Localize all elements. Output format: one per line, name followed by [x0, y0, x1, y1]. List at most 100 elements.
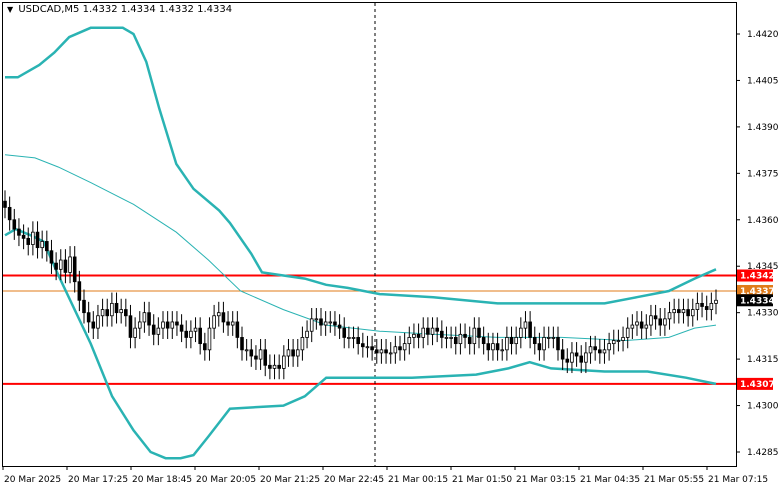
candle-body: [230, 321, 235, 326]
y-tick-label: 1.4330: [747, 309, 779, 319]
candle-body: [486, 343, 491, 351]
candle-body: [686, 309, 690, 317]
candle-body: [105, 309, 110, 317]
candle-body: [388, 352, 393, 355]
candle-body: [528, 321, 532, 338]
candle-body: [677, 309, 681, 314]
candle-body: [537, 343, 542, 351]
candle-body: [361, 343, 365, 348]
candle-body: [170, 321, 175, 329]
y-tick-label: 1.4285: [747, 448, 779, 458]
candle-body: [100, 309, 105, 317]
candle-body: [26, 237, 31, 245]
candle-body: [151, 324, 156, 335]
x-tick-label: 21 Mar 04:35: [580, 475, 640, 485]
candle-body: [96, 315, 100, 329]
candle-body: [467, 337, 472, 345]
candle-body: [509, 337, 514, 345]
candle-body: [426, 327, 430, 335]
candle-body: [365, 346, 370, 349]
candle-body: [477, 327, 481, 338]
candle-body: [91, 321, 96, 329]
candle-body: [435, 327, 439, 332]
candle-body: [337, 324, 342, 329]
candle-body: [272, 364, 277, 369]
candle-body: [700, 302, 704, 307]
candle-body: [295, 349, 300, 357]
triangle-down-icon[interactable]: ▼: [7, 5, 14, 14]
plot-area[interactable]: [2, 2, 737, 467]
candle-body: [542, 337, 546, 351]
candle-body: [198, 327, 202, 345]
candle-body: [114, 302, 119, 314]
x-tick-label: 20 Mar 18:45: [132, 475, 192, 485]
level-price-label: 1.4342: [740, 272, 775, 282]
candle-body: [226, 321, 230, 326]
candle-body: [393, 346, 398, 354]
candle-body: [444, 337, 449, 339]
candle-body: [500, 349, 505, 352]
x-tick-label: 20 Mar 17:25: [68, 475, 128, 485]
candle-body: [584, 352, 588, 363]
y-tick-label: 1.4405: [747, 76, 779, 86]
candle-body: [449, 337, 453, 339]
level-price-box: [737, 269, 773, 282]
candle-body: [291, 349, 295, 357]
candle-body: [254, 355, 258, 360]
candle-body: [54, 262, 58, 270]
candle-body: [463, 333, 467, 338]
candle-body: [142, 312, 147, 323]
x-tick-label: 20 Mar 21:25: [260, 475, 320, 485]
y-tick-label: 1.4345: [747, 262, 779, 272]
candle-body: [72, 256, 77, 283]
candle-body: [602, 349, 607, 354]
candle-body: [17, 228, 21, 236]
x-tick-label: 21 Mar 03:15: [516, 475, 576, 485]
candle-body: [58, 259, 63, 270]
candle-body: [621, 337, 625, 341]
candle-body: [156, 327, 161, 335]
current-price-label: 1.4334: [740, 296, 775, 306]
candle-body: [690, 309, 695, 317]
candle-body: [570, 352, 574, 363]
candle-body: [7, 206, 12, 221]
candle-body: [653, 315, 658, 320]
candle-body: [244, 349, 249, 352]
candle-body: [119, 309, 123, 314]
candle-body: [709, 302, 714, 310]
x-tick-label: 20 Mar 2025: [4, 475, 61, 485]
candle-body: [681, 309, 686, 314]
candle-body: [398, 346, 402, 351]
candle-body: [667, 312, 672, 320]
candle-body: [147, 312, 151, 326]
y-tick-label: 1.4360: [747, 216, 779, 226]
candle-body: [328, 321, 333, 324]
candle-body: [300, 337, 305, 351]
candle-body: [402, 343, 407, 351]
candle-body: [481, 337, 486, 345]
candle-body: [235, 321, 240, 338]
candle-body: [282, 355, 286, 369]
candle-body: [189, 330, 193, 338]
x-tick-label: 21 Mar 01:50: [452, 475, 512, 485]
current-price-box: [737, 294, 773, 307]
candle-body: [110, 302, 114, 317]
candle-body: [137, 321, 142, 329]
candle-body: [574, 352, 579, 357]
candle-body: [491, 343, 495, 351]
candle-body: [258, 349, 263, 360]
x-tick-label: 21 Mar 05:55: [644, 475, 704, 485]
symbol-name: USDCAD,M5: [18, 4, 80, 15]
candle-body: [184, 330, 189, 338]
candle-body: [639, 321, 644, 329]
candle-body: [704, 306, 709, 310]
candle-body: [82, 299, 86, 314]
candle-body: [644, 324, 649, 329]
candle-body: [560, 349, 565, 360]
symbol-header: ▼ USDCAD,M5 1.4332 1.4334 1.4332 1.4334: [7, 4, 232, 15]
candle-body: [625, 327, 630, 338]
candle-body: [203, 343, 207, 351]
y-tick-label: 1.4420: [747, 30, 779, 40]
candle-body: [663, 318, 667, 326]
